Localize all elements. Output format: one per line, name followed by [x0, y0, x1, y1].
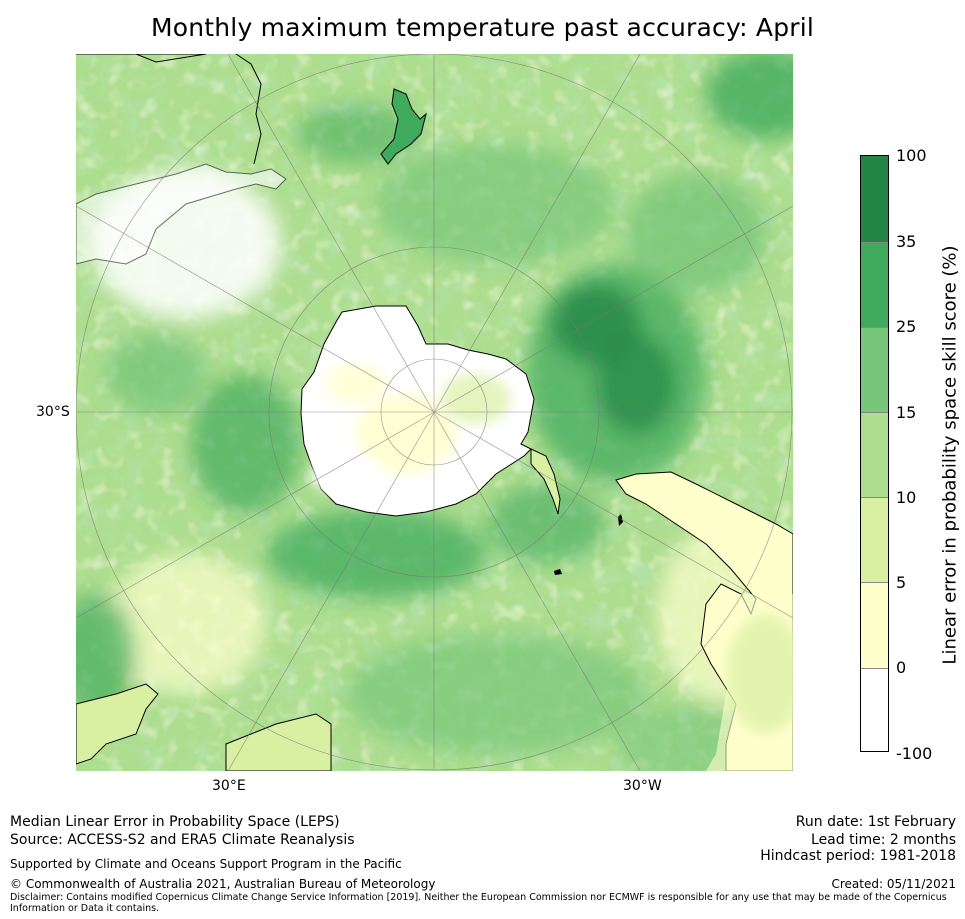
colorbar-bin-5-10 — [861, 497, 888, 582]
lon-label-30w: 30°W — [623, 778, 662, 794]
lat-label-30s: 30°S — [36, 404, 70, 420]
footer-disclaimer: Disclaimer: Contains modified Copernicus… — [10, 892, 947, 914]
new-zealand — [380, 88, 427, 165]
colorbar-bin-10-15 — [861, 412, 888, 497]
colorbar-tick: -100 — [896, 744, 933, 763]
colorbar-tick: 35 — [896, 232, 917, 251]
colorbar-tick: 5 — [896, 573, 907, 592]
australia-east-coast — [235, 54, 262, 165]
africa-south — [76, 683, 159, 765]
footer-created: Created: 05/11/2021 — [831, 877, 956, 891]
footer-run-date: Run date: 1st February — [795, 814, 956, 830]
madagascar-region — [225, 713, 332, 771]
island-south-georgia — [618, 514, 623, 526]
colorbar-tick: 100 — [896, 146, 927, 165]
graticule — [76, 54, 793, 771]
colorbar-bin-0-5 — [861, 582, 888, 668]
falkland-islands — [554, 569, 562, 575]
polar-map[interactable] — [76, 54, 793, 771]
map-title: Monthly maximum temperature past accurac… — [150, 13, 815, 42]
footer-lead-time: Lead time: 2 months — [811, 832, 956, 848]
colorbar-tick: 10 — [896, 488, 917, 507]
colorbar-bin-25-35 — [861, 242, 888, 327]
skill-regions — [76, 54, 793, 771]
colorbar-bin-neg100-0 — [861, 668, 888, 751]
footer-copyright: © Commonwealth of Australia 2021, Austra… — [10, 877, 436, 891]
colorbar-tick: 15 — [896, 403, 917, 422]
australia — [76, 163, 287, 265]
colorbar-bin-35-100 — [861, 156, 888, 242]
colorbar-tick: 0 — [896, 658, 907, 677]
colorbar-bin-15-25 — [861, 327, 888, 412]
lon-label-30e: 30°E — [212, 778, 246, 794]
colorbar — [860, 155, 889, 752]
antarctic-peninsula — [530, 448, 561, 515]
footer-hindcast: Hindcast period: 1981-2018 — [760, 848, 956, 864]
footer-support: Supported by Climate and Oceans Support … — [10, 857, 402, 871]
colorbar-tick: 25 — [896, 317, 917, 336]
map-svg — [76, 54, 793, 771]
colorbar-label: Linear error in probability space skill … — [939, 245, 961, 665]
footer-metric: Median Linear Error in Probability Space… — [10, 814, 340, 830]
footer-source: Source: ACCESS-S2 and ERA5 Climate Reana… — [10, 832, 355, 848]
